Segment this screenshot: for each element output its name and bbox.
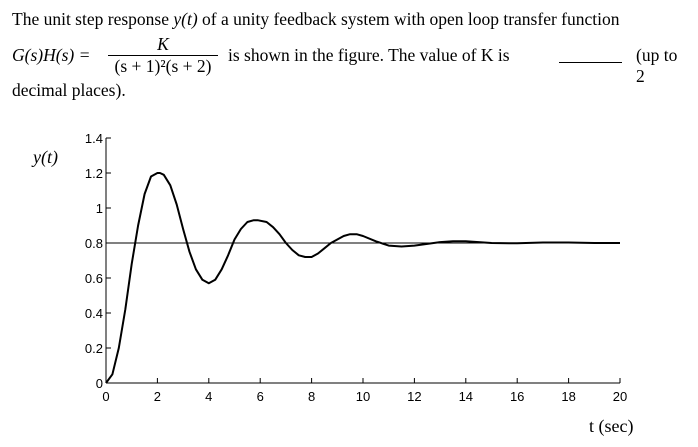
- problem-text-tail: (up to 2: [636, 45, 678, 86]
- y-tick-label: 0.4: [85, 306, 103, 321]
- problem-text-suffix: of a unity feedback system with open loo…: [197, 9, 620, 29]
- x-tick-label: 6: [257, 389, 264, 404]
- x-tick-label: 12: [407, 389, 421, 404]
- problem-text-prefix: The unit step response: [12, 9, 174, 29]
- problem-line-1: The unit step response y(t) of a unity f…: [12, 9, 620, 30]
- x-tick-label: 2: [154, 389, 161, 404]
- x-tick-label: 20: [613, 389, 627, 404]
- x-tick-label: 0: [102, 389, 109, 404]
- fraction-denominator: (s + 1)²(s + 2): [114, 56, 212, 76]
- y-tick-label: 1: [96, 201, 103, 216]
- x-tick-label: 10: [356, 389, 370, 404]
- fraction-numerator: K: [157, 34, 169, 54]
- y-tick-label: 0.6: [85, 271, 103, 286]
- transfer-function-fraction: K (s + 1)²(s + 2): [108, 34, 218, 76]
- x-tick-label: 14: [459, 389, 473, 404]
- problem-text-middle: is shown in the figure. The value of K i…: [228, 45, 510, 65]
- chart-series: [105, 172, 620, 384]
- problem-line-3: decimal places).: [12, 80, 126, 100]
- chart-ticks: [105, 137, 621, 384]
- y-tick-label: 1.4: [85, 131, 103, 146]
- y-axis-label: y(t): [31, 147, 58, 168]
- problem-line-2: G(s)H(s) = K (s + 1)²(s + 2) is shown in…: [12, 34, 688, 86]
- y-tick-label: 1.2: [85, 166, 103, 181]
- x-tick-label: 16: [510, 389, 524, 404]
- x-tick-label: 18: [561, 389, 575, 404]
- y-tick-label: 0: [96, 376, 103, 391]
- x-tick-label: 4: [205, 389, 212, 404]
- transfer-function-lhs: G(s)H(s) =: [12, 45, 91, 65]
- fraction-bar: [108, 55, 218, 56]
- y-tick-label: 0.8: [85, 236, 103, 251]
- answer-blank: [559, 62, 622, 63]
- y-tick-label: 0.2: [85, 341, 103, 356]
- x-axis-label: t (sec): [589, 416, 633, 437]
- chart-axes: [105, 138, 620, 384]
- chart-labels: 0 2 4 6 8 10 12 14 16 18 20 0 0.2 0.4 0.6 0.8 1 1.2 1.4 y(t…: [31, 131, 633, 437]
- response-variable: y(t): [173, 9, 198, 29]
- step-response-curve: [105, 172, 620, 384]
- x-tick-label: 8: [308, 389, 315, 404]
